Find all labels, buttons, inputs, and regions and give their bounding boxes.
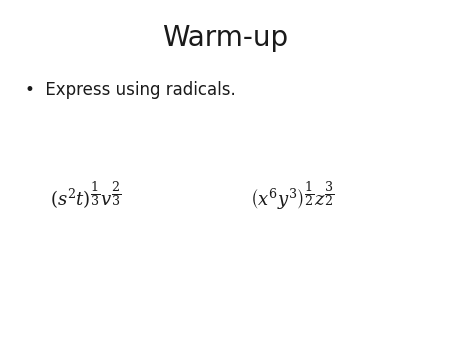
Text: •  Express using radicals.: • Express using radicals.: [25, 81, 235, 99]
Text: $\left(x^6y^3\right)^{\dfrac{1}{2}}z^{\dfrac{3}{2}}$: $\left(x^6y^3\right)^{\dfrac{1}{2}}z^{\d…: [250, 180, 335, 212]
Text: Warm-up: Warm-up: [162, 24, 288, 52]
Text: $\left(s^2t\right)^{\dfrac{1}{3}}v^{\dfrac{2}{3}}$: $\left(s^2t\right)^{\dfrac{1}{3}}v^{\dfr…: [50, 181, 121, 211]
